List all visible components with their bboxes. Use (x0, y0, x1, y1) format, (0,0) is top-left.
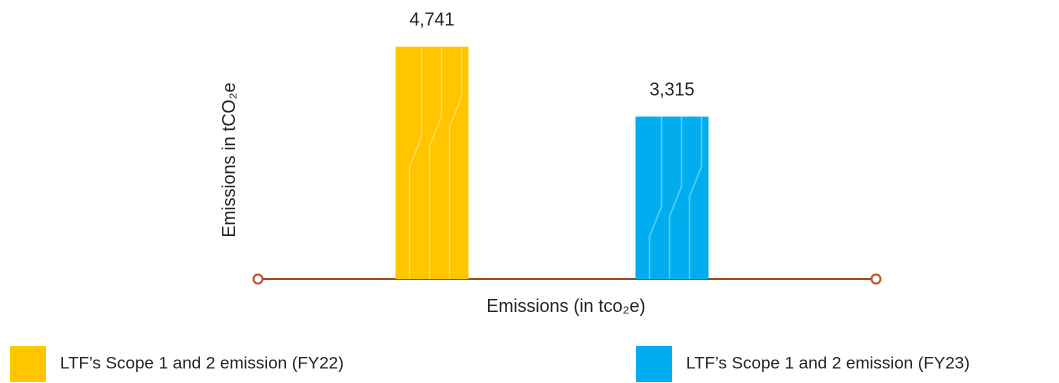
bar-decoration (428, 46, 443, 279)
legend-swatch (636, 346, 672, 382)
value-label: 4,741 (409, 9, 454, 29)
legend-swatch (10, 346, 46, 382)
legend-label: LTF’s Scope 1 and 2 emission (FY22) (60, 353, 344, 372)
legend-label: LTF’s Scope 1 and 2 emission (FY23) (686, 353, 970, 372)
bar (635, 116, 709, 279)
bar-decoration (668, 116, 683, 279)
axis-end (870, 273, 882, 285)
bar-decoration (648, 116, 663, 279)
y-axis-label: Emissions in tCO₂e (219, 82, 239, 237)
bar-decoration (688, 116, 703, 279)
value-label: 3,315 (649, 79, 694, 99)
bar-decoration (448, 46, 463, 279)
x-axis-label: Emissions (in tco₂e) (486, 296, 645, 316)
bar-decoration (408, 46, 423, 279)
bar (395, 46, 469, 279)
axis-end (252, 273, 264, 285)
